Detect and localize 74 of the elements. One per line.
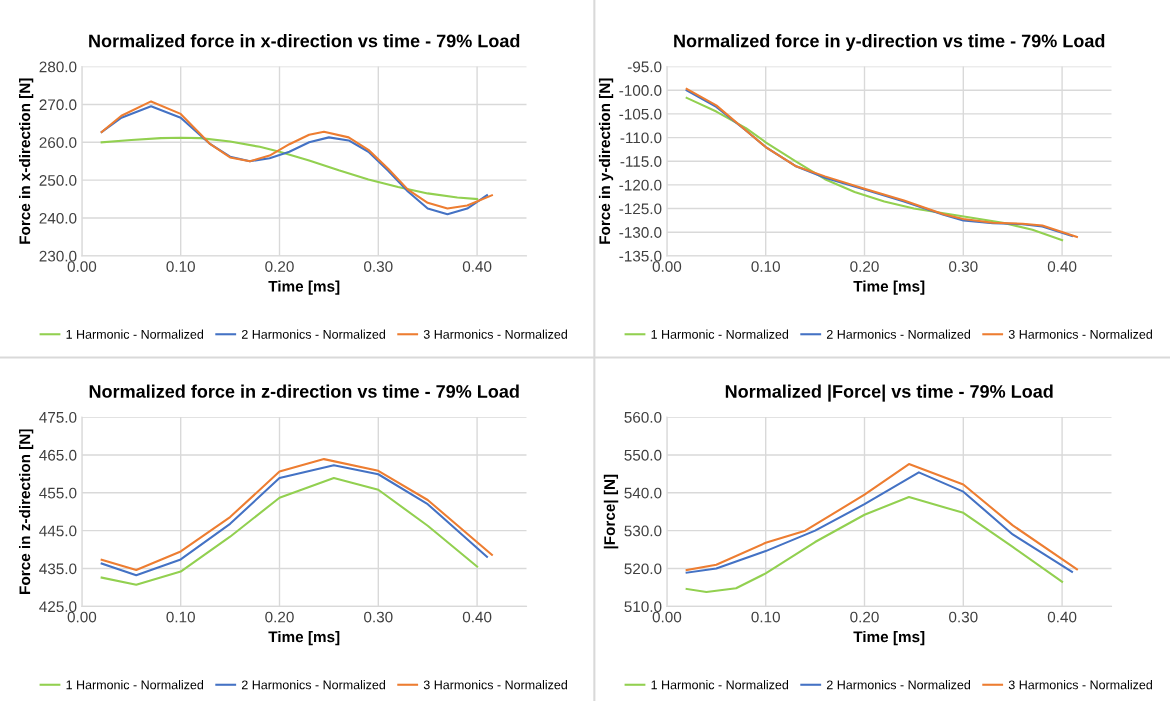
y-tick-label: 240.0 <box>39 212 77 224</box>
x-tick-label: 0.10 <box>751 611 780 623</box>
y-tick-label: -120.0 <box>619 179 662 191</box>
y-tick-label: -125.0 <box>619 203 662 215</box>
x-tick-label: 0.30 <box>949 261 978 272</box>
line-series <box>685 495 1064 594</box>
x-tick-label: 0.40 <box>462 611 492 623</box>
y-tick-label: 475.0 <box>39 411 77 423</box>
chart-title: Normalized force in z-direction vs time - 79% Load <box>89 384 519 398</box>
legend-label: 2 Harmonics - Normalized <box>241 680 386 690</box>
line-series <box>100 477 479 586</box>
y-tick-label: -115.0 <box>620 156 662 167</box>
x-tick-label: 0.10 <box>751 261 780 272</box>
legend-label: 1 Harmonic - Normalized <box>66 329 204 339</box>
legend-label: 3 Harmonics - Normalized <box>423 680 567 690</box>
y-axis-title: Force in y-direction [N] <box>598 78 614 244</box>
x-axis-title: Time [ms] <box>853 280 925 295</box>
legend-label: 2 Harmonics - Normalized <box>826 680 971 690</box>
y-tick-label: 230.0 <box>39 250 77 262</box>
legend-label: 1 Harmonic - Normalized <box>651 329 789 339</box>
y-tick-label: 530.0 <box>624 525 662 537</box>
y-tick-label: 445.0 <box>39 525 77 537</box>
y-tick-label: 260.0 <box>39 137 77 148</box>
x-tick-label: 0.00 <box>67 611 97 623</box>
x-tick-label: 0.30 <box>364 261 393 272</box>
y-tick-label: -135.0 <box>619 250 662 262</box>
y-tick-label: 455.0 <box>39 487 77 499</box>
y-axis-title: |Force| [N] <box>603 474 619 549</box>
x-tick-label: 0.40 <box>462 261 492 272</box>
legend-label: 3 Harmonics - Normalized <box>423 329 567 339</box>
y-tick-label: 425.0 <box>39 601 77 613</box>
y-tick-label: 520.0 <box>624 563 662 575</box>
y-tick-label: 465.0 <box>39 449 77 461</box>
x-tick-label: 0.20 <box>850 261 879 272</box>
x-tick-label: 0.30 <box>949 611 978 623</box>
legend-label: 3 Harmonics - Normalized <box>1008 329 1152 339</box>
x-tick-label: 0.00 <box>652 611 682 623</box>
x-axis-title: Time [ms] <box>853 631 925 646</box>
y-tick-label: 510.0 <box>624 601 662 613</box>
y-axis-title: Force in z-direction [N] <box>19 429 34 594</box>
x-tick-label: 0.20 <box>265 611 294 623</box>
y-tick-label: -110.0 <box>620 132 662 144</box>
y-tick-label: 540.0 <box>624 487 662 499</box>
y-tick-label: 270.0 <box>39 99 77 111</box>
y-tick-label: -130.0 <box>619 227 662 238</box>
y-tick-label: 250.0 <box>39 175 77 186</box>
chart-title: Normalized force in x-direction vs time - 79% Load <box>89 34 520 48</box>
x-tick-label: 0.40 <box>1047 611 1077 623</box>
legend-label: 1 Harmonic - Normalized <box>66 680 204 690</box>
x-tick-label: 0.40 <box>1047 261 1077 272</box>
y-tick-label: -105.0 <box>619 108 662 120</box>
x-tick-label: 0.20 <box>265 261 294 272</box>
x-axis-title: Time [ms] <box>268 631 340 646</box>
x-tick-label: 0.10 <box>166 611 195 623</box>
legend-label: 3 Harmonics - Normalized <box>1008 680 1152 690</box>
chart-title: Normalized force in y-direction vs time - 79% Load <box>674 34 1105 51</box>
y-tick-label: 435.0 <box>39 563 77 575</box>
x-tick-label: 0.30 <box>364 611 393 623</box>
y-tick-label: 550.0 <box>624 449 662 461</box>
line-series <box>100 136 479 201</box>
x-axis-title: Time [ms] <box>268 280 340 295</box>
x-tick-label: 0.20 <box>850 611 879 623</box>
x-tick-label: 0.00 <box>67 261 97 272</box>
x-tick-label: 0.10 <box>166 261 195 272</box>
legend-label: 1 Harmonic - Normalized <box>651 680 789 690</box>
chart-title: Normalized |Force| vs time - 79% Load <box>725 384 1053 402</box>
y-tick-label: 560.0 <box>624 411 662 423</box>
legend-label: 2 Harmonics - Normalized <box>241 329 386 339</box>
legend-label: 2 Harmonics - Normalized <box>826 329 971 339</box>
y-tick-label: -95.0 <box>627 61 662 73</box>
x-tick-label: 0.00 <box>652 261 682 272</box>
y-tick-label: -100.0 <box>619 85 662 96</box>
y-tick-label: 280.0 <box>39 61 77 73</box>
y-axis-title: Force in x-direction [N] <box>19 78 34 244</box>
